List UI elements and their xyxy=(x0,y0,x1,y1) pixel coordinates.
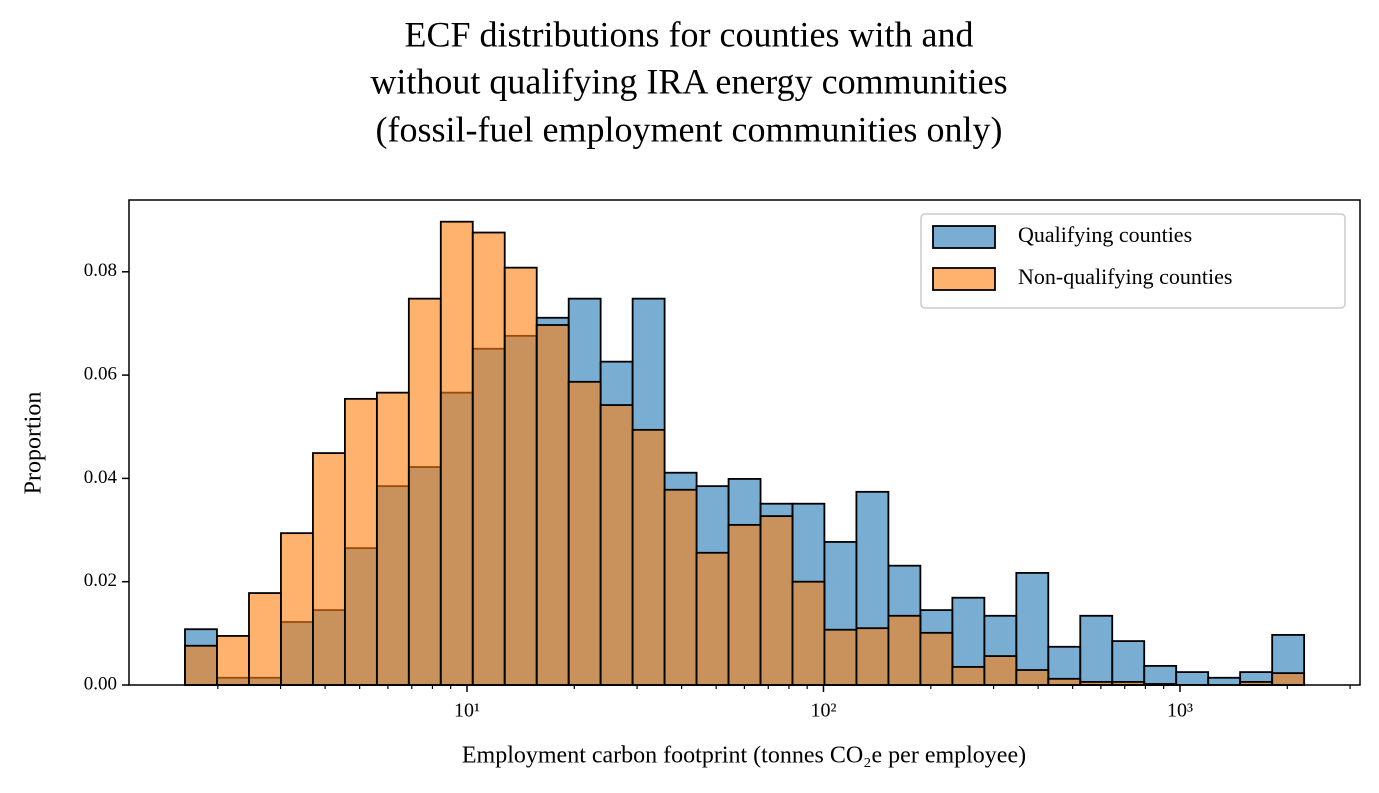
legend-label: Qualifying counties xyxy=(1018,222,1192,247)
bar xyxy=(791,580,826,686)
bar xyxy=(663,488,698,686)
legend-label: Non-qualifying counties xyxy=(1018,264,1232,289)
bar xyxy=(248,592,282,686)
bar xyxy=(599,404,634,686)
bar xyxy=(919,631,954,686)
y-tick-label: 0.02 xyxy=(84,570,117,591)
bar xyxy=(951,666,986,686)
bar xyxy=(695,551,730,686)
bar xyxy=(887,614,922,686)
bar xyxy=(407,297,442,686)
bar xyxy=(439,220,474,686)
bar xyxy=(855,627,890,686)
chart-title: without qualifying IRA energy communitie… xyxy=(370,61,1007,101)
bar xyxy=(216,635,250,686)
bar xyxy=(535,324,570,686)
bar xyxy=(503,266,538,686)
bar xyxy=(1175,671,1210,686)
x-axis-label: Employment carbon footprint (tonnes CO₂e… xyxy=(462,743,1026,769)
bar xyxy=(1111,640,1146,686)
x-tick-label: 10² xyxy=(810,700,836,722)
chart-title: ECF distributions for counties with and xyxy=(405,14,974,54)
bar xyxy=(983,655,1018,686)
bar xyxy=(1015,572,1050,686)
bar xyxy=(631,428,666,686)
bar xyxy=(823,628,858,686)
y-tick-label: 0.00 xyxy=(84,673,117,694)
bar xyxy=(1015,669,1050,686)
x-tick-label: 10³ xyxy=(1167,700,1193,722)
x-tick-label: 10¹ xyxy=(454,700,480,722)
bar xyxy=(1207,676,1242,686)
bar xyxy=(375,391,410,686)
bar xyxy=(759,515,794,686)
legend-swatch xyxy=(932,267,996,291)
y-tick-label: 0.06 xyxy=(84,363,117,384)
bar xyxy=(184,644,218,686)
y-axis-label: Proportion xyxy=(21,392,47,495)
y-tick-label: 0.08 xyxy=(84,260,117,281)
bar xyxy=(567,380,602,686)
legend-swatch xyxy=(932,225,996,249)
bar xyxy=(343,397,378,686)
bar xyxy=(471,231,506,686)
bar xyxy=(727,523,762,686)
y-tick-label: 0.04 xyxy=(84,467,118,488)
bar xyxy=(1143,664,1178,686)
bar xyxy=(1079,614,1114,686)
bar xyxy=(1047,677,1082,686)
bar xyxy=(280,532,314,686)
bar xyxy=(312,452,346,686)
chart-title: (fossil-fuel employment communities only… xyxy=(376,109,1003,149)
bar xyxy=(1271,672,1306,686)
legend-box xyxy=(920,213,1346,309)
